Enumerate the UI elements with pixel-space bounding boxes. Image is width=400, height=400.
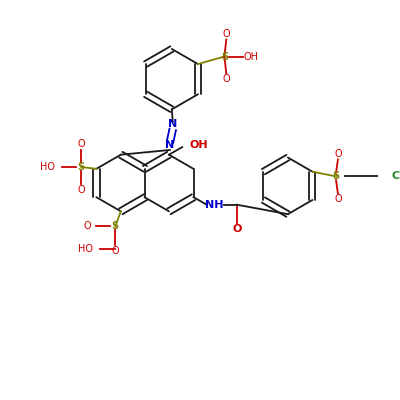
Text: Cl: Cl [392, 171, 400, 181]
Text: HO: HO [78, 244, 92, 254]
Text: O: O [334, 149, 342, 159]
Text: O: O [222, 29, 230, 39]
Text: O: O [111, 246, 119, 256]
Text: N: N [165, 140, 174, 150]
Text: S: S [221, 52, 228, 62]
Text: S: S [332, 171, 340, 181]
Text: OH: OH [190, 140, 208, 150]
Text: N: N [168, 118, 177, 128]
Text: O: O [77, 139, 85, 149]
Text: S: S [112, 222, 119, 232]
Text: O: O [222, 74, 230, 84]
Text: NH: NH [205, 200, 224, 210]
Text: O: O [334, 194, 342, 204]
Text: O: O [232, 224, 242, 234]
Text: HO: HO [40, 162, 55, 172]
Text: OH: OH [243, 52, 258, 62]
Text: O: O [83, 222, 91, 232]
Text: S: S [78, 162, 85, 172]
Text: O: O [77, 185, 85, 195]
